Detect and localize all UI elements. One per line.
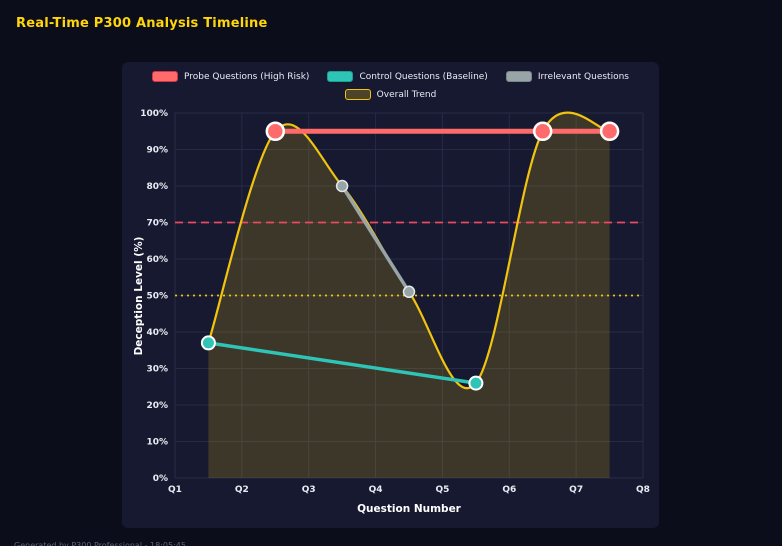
series-line-1 [206, 341, 478, 385]
svg-text:30%: 30% [146, 365, 168, 375]
tick-labels: Q1 Q2 Q3 Q4 Q5 Q6 Q7 Q8 0% 10% 20% 30% 40% 50% 60% 70% 8… [140, 109, 650, 495]
series-markers-0 [265, 121, 620, 142]
svg-text:Q1: Q1 [168, 485, 182, 495]
legend-item: Probe Questions (High Risk) [152, 71, 309, 82]
svg-text:Q6: Q6 [502, 485, 516, 495]
series-markers-1 [200, 335, 484, 391]
svg-text:70%: 70% [146, 219, 168, 229]
svg-text:Q4: Q4 [369, 485, 383, 495]
legend-swatch [344, 89, 371, 100]
svg-text:Q8: Q8 [636, 485, 650, 495]
data-point-marker [468, 375, 484, 391]
legend-swatch [505, 71, 532, 82]
legend-swatch [327, 71, 354, 82]
svg-text:20%: 20% [146, 401, 168, 411]
data-point-marker [200, 335, 216, 351]
svg-text:0%: 0% [153, 474, 168, 484]
legend-item: Irrelevant Questions [505, 71, 629, 82]
legend-label: Irrelevant Questions [537, 71, 629, 82]
legend-row: Probe Questions (High Risk) Control Quest… [152, 71, 629, 82]
svg-text:Q7: Q7 [569, 485, 583, 495]
data-point-marker [402, 285, 416, 299]
legend-label: Control Questions (Baseline) [359, 71, 488, 82]
svg-text:60%: 60% [146, 255, 168, 265]
legend-label: Probe Questions (High Risk) [184, 71, 310, 82]
footer-text: Generated by P300 Professional - 18:05:4… [14, 541, 186, 546]
svg-text:Q3: Q3 [302, 485, 316, 495]
svg-text:10%: 10% [146, 438, 168, 448]
svg-text:Q2: Q2 [235, 485, 249, 495]
chart-panel: Probe Questions (High Risk) Control Quest… [122, 62, 659, 528]
svg-text:50%: 50% [146, 292, 168, 302]
timeline-chart: Q1 Q2 Q3 Q4 Q5 Q6 Q7 Q8 0% 10% 20% 30% 40% 50% 60% 70% 8… [140, 109, 650, 495]
y-axis-title: Deception Level (%) [133, 236, 145, 356]
x-axis-title: Question Number [357, 503, 461, 515]
svg-text:100%: 100% [140, 109, 168, 119]
legend-swatch [152, 71, 179, 82]
legend-row: Overall Trend [344, 89, 437, 100]
page-title: Real-Time P300 Analysis Timeline [16, 16, 268, 31]
chart-legend: Probe Questions (High Risk) Control Quest… [122, 71, 659, 100]
svg-text:Q5: Q5 [435, 485, 449, 495]
data-point-marker [335, 179, 349, 193]
data-point-marker [532, 121, 553, 142]
series-line-2 [340, 184, 411, 294]
svg-text:80%: 80% [146, 182, 168, 192]
series-markers-2 [335, 179, 416, 299]
legend-item: Control Questions (Baseline) [327, 71, 488, 82]
svg-text:90%: 90% [146, 146, 168, 156]
data-point-marker [265, 121, 286, 142]
data-point-marker [599, 121, 620, 142]
legend-item: Overall Trend [344, 89, 437, 100]
svg-text:40%: 40% [146, 328, 168, 338]
legend-label: Overall Trend [376, 89, 437, 100]
